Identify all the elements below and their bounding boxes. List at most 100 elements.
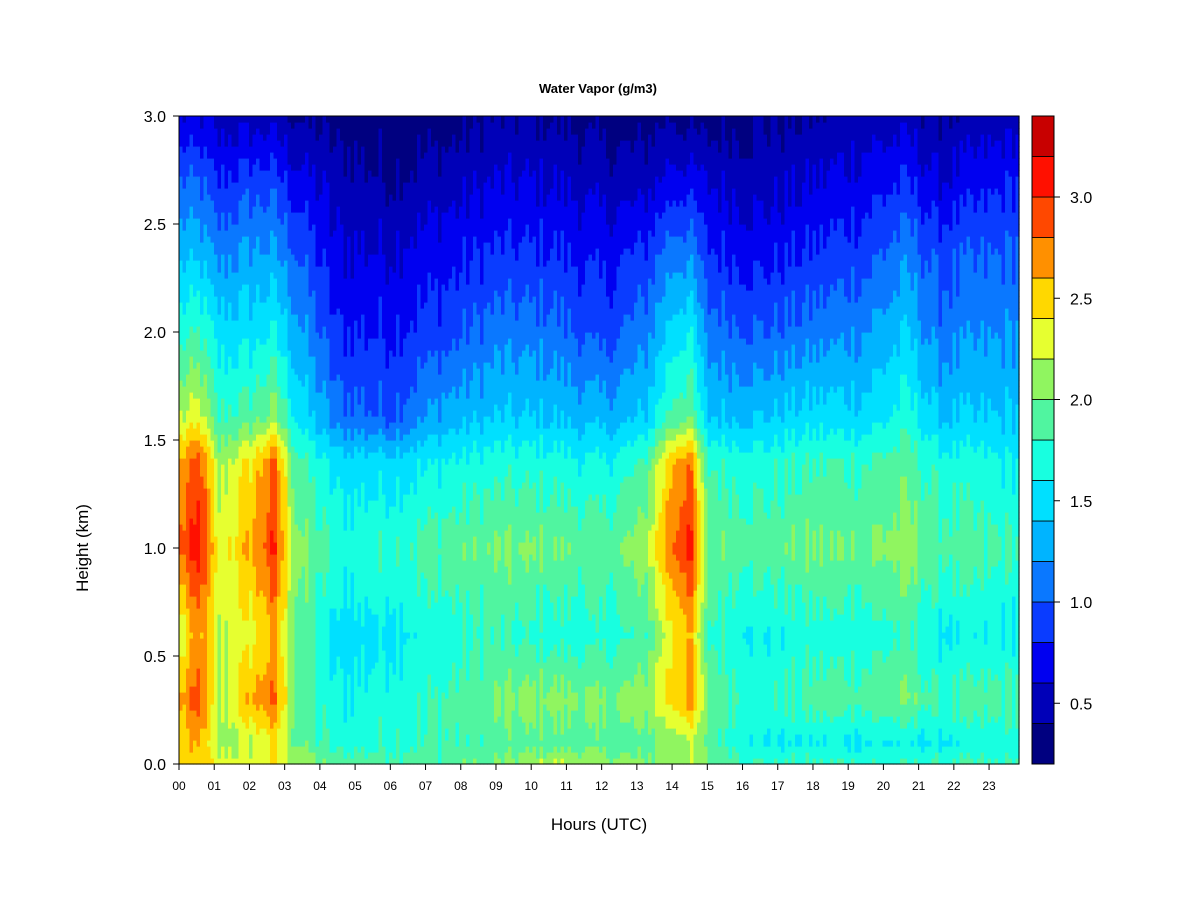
heatmap-cell	[291, 698, 295, 705]
heatmap-cell	[232, 146, 236, 153]
heatmap-cell	[323, 422, 327, 429]
heatmap-cell	[305, 608, 309, 615]
heatmap-cell	[228, 170, 232, 177]
heatmap-cell	[326, 500, 330, 507]
heatmap-cell	[200, 146, 204, 153]
heatmap-cell	[183, 122, 187, 129]
heatmap-cell	[183, 284, 187, 291]
heatmap-cell	[270, 698, 274, 705]
heatmap-cell	[333, 368, 337, 375]
heatmap-cell	[288, 656, 292, 663]
heatmap-cell	[183, 668, 187, 675]
heatmap-cell	[239, 182, 243, 189]
heatmap-cell	[253, 140, 257, 147]
heatmap-cell	[232, 236, 236, 243]
heatmap-cell	[190, 488, 194, 495]
heatmap-cell	[309, 290, 313, 297]
heatmap-cell	[260, 392, 264, 399]
heatmap-cell	[239, 734, 243, 741]
heatmap-cell	[197, 308, 201, 315]
heatmap-cell	[330, 572, 334, 579]
heatmap-cell	[218, 716, 222, 723]
heatmap-cell	[190, 674, 194, 681]
heatmap-cell	[225, 284, 229, 291]
heatmap-cell	[253, 602, 257, 609]
heatmap-cell	[204, 218, 208, 225]
heatmap-cell	[232, 602, 236, 609]
heatmap-cell	[228, 302, 232, 309]
heatmap-cell	[312, 362, 316, 369]
heatmap-cell	[256, 734, 260, 741]
heatmap-cell	[242, 614, 246, 621]
heatmap-cell	[256, 308, 260, 315]
heatmap-cell	[200, 248, 204, 255]
heatmap-cell	[267, 728, 271, 735]
heatmap-cell	[256, 548, 260, 555]
heatmap-cell	[228, 734, 232, 741]
heatmap-cell	[249, 494, 253, 501]
heatmap-cell	[295, 704, 299, 711]
heatmap-cell	[302, 140, 306, 147]
heatmap-cell	[225, 620, 229, 627]
heatmap-cell	[214, 686, 218, 693]
heatmap-cell	[291, 746, 295, 753]
heatmap-cell	[228, 428, 232, 435]
heatmap-cell	[193, 674, 197, 681]
heatmap-cell	[340, 740, 344, 747]
heatmap-cell	[274, 410, 278, 417]
heatmap-cell	[242, 722, 246, 729]
heatmap-cell	[305, 320, 309, 327]
heatmap-cell	[190, 410, 194, 417]
heatmap-cell	[186, 452, 190, 459]
heatmap-cell	[253, 326, 257, 333]
heatmap-cell	[263, 638, 267, 645]
heatmap-cell	[253, 164, 257, 171]
heatmap-cell	[218, 644, 222, 651]
heatmap-cell	[214, 200, 218, 207]
heatmap-cell	[204, 272, 208, 279]
heatmap-cell	[232, 692, 236, 699]
heatmap-cell	[337, 176, 341, 183]
heatmap-cell	[295, 212, 299, 219]
heatmap-cell	[312, 206, 316, 213]
heatmap-cell	[186, 638, 190, 645]
heatmap-cell	[323, 578, 327, 585]
heatmap-cell	[326, 242, 330, 249]
heatmap-cell	[232, 206, 236, 213]
heatmap-cell	[309, 452, 313, 459]
heatmap-cell	[288, 602, 292, 609]
heatmap-cell	[214, 392, 218, 399]
heatmap-cell	[200, 326, 204, 333]
heatmap-cell	[211, 134, 215, 141]
heatmap-cell	[312, 716, 316, 723]
heatmap-cell	[274, 284, 278, 291]
heatmap-cell	[200, 356, 204, 363]
heatmap-cell	[256, 266, 260, 273]
heatmap-cell	[284, 398, 288, 405]
heatmap-cell	[235, 434, 239, 441]
heatmap-cell	[291, 458, 295, 465]
heatmap-cell	[246, 140, 250, 147]
heatmap-cell	[277, 554, 281, 561]
heatmap-cell	[319, 512, 323, 519]
heatmap-cell	[309, 200, 313, 207]
heatmap-cell	[179, 452, 183, 459]
heatmap-cell	[193, 122, 197, 129]
heatmap-cell	[228, 470, 232, 477]
heatmap-cell	[281, 566, 285, 573]
heatmap-cell	[207, 392, 211, 399]
heatmap-cell	[204, 362, 208, 369]
heatmap-cell	[330, 170, 334, 177]
heatmap-cell	[242, 386, 246, 393]
heatmap-cell	[214, 398, 218, 405]
heatmap-cell	[319, 176, 323, 183]
heatmap-cell	[204, 542, 208, 549]
heatmap-cell	[239, 224, 243, 231]
heatmap-cell	[267, 194, 271, 201]
heatmap-cell	[323, 584, 327, 591]
heatmap-cell	[323, 260, 327, 267]
heatmap-cell	[214, 662, 218, 669]
heatmap-cell	[337, 614, 341, 621]
heatmap-cell	[228, 188, 232, 195]
heatmap-cell	[298, 368, 302, 375]
